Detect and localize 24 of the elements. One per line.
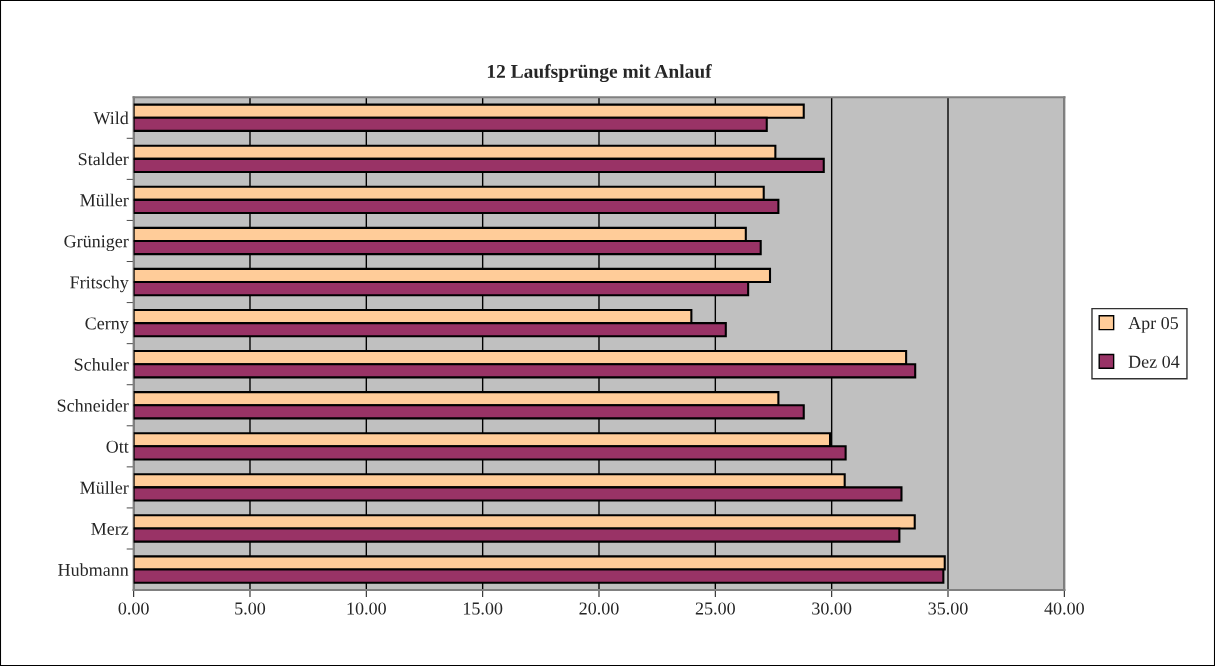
y-tick-label: Merz [91, 522, 129, 535]
y-tick-label: Wild [93, 111, 129, 125]
x-tick-label: 40.00 [1044, 602, 1084, 615]
y-tick-label: Stalder [78, 152, 129, 166]
x-tick-label: 15.00 [463, 602, 503, 615]
legend-label: Apr 05 [1128, 316, 1179, 333]
y-tick-label: Cerny [85, 317, 129, 334]
y-tick-label: Grüniger [64, 235, 129, 252]
legend-label: Dez 04 [1128, 355, 1180, 368]
y-tick-label: Schuler [74, 357, 129, 371]
x-tick-label: 20.00 [579, 602, 619, 615]
x-tick-label: 25.00 [695, 602, 735, 615]
x-tick-label: 10.00 [347, 602, 386, 615]
y-tick-label: Müller [80, 481, 129, 494]
y-tick-label: Fritschy [70, 275, 129, 293]
y-tick-label: Hubmann [58, 563, 129, 576]
x-tick-label: 30.00 [812, 602, 852, 615]
y-tick-label: Schneider [57, 399, 129, 412]
y-tick-label: Ott [106, 440, 129, 453]
x-tick-label: 5.00 [235, 602, 266, 615]
x-tick-label: 35.00 [928, 602, 968, 615]
chart-title: 12 Laufsprünge mit Anlauf [487, 64, 712, 83]
y-tick-label: Müller [80, 193, 129, 207]
x-tick-label: 0.00 [118, 602, 149, 615]
